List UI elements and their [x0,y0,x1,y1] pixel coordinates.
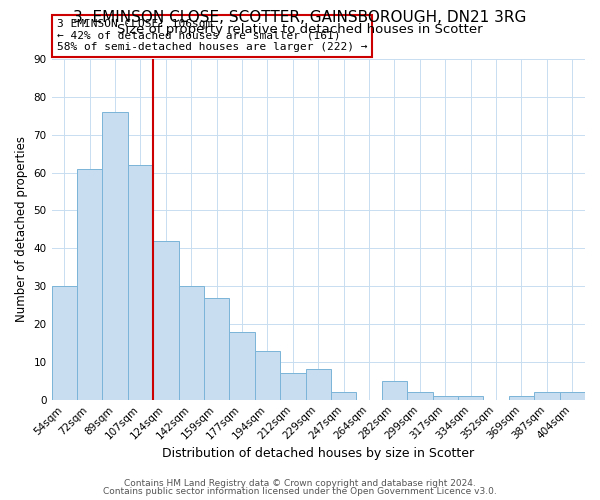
Bar [52,286,77,400]
Text: 3, EMINSON CLOSE, SCOTTER, GAINSBOROUGH, DN21 3RG: 3, EMINSON CLOSE, SCOTTER, GAINSBOROUGH,… [73,10,527,25]
Bar [77,169,103,400]
Bar [255,350,280,400]
Bar [331,392,356,400]
Bar [179,286,204,400]
Bar [229,332,255,400]
Bar [509,396,534,400]
Bar [534,392,560,400]
Y-axis label: Number of detached properties: Number of detached properties [15,136,28,322]
Text: Contains HM Land Registry data © Crown copyright and database right 2024.: Contains HM Land Registry data © Crown c… [124,478,476,488]
Bar [560,392,585,400]
Bar [305,370,331,400]
Bar [153,240,179,400]
X-axis label: Distribution of detached houses by size in Scotter: Distribution of detached houses by size … [162,447,475,460]
Bar [433,396,458,400]
Text: 3 EMINSON CLOSE: 106sqm
← 42% of detached houses are smaller (161)
58% of semi-d: 3 EMINSON CLOSE: 106sqm ← 42% of detache… [57,19,367,52]
Bar [103,112,128,400]
Bar [407,392,433,400]
Text: Contains public sector information licensed under the Open Government Licence v3: Contains public sector information licen… [103,487,497,496]
Bar [280,373,305,400]
Bar [204,298,229,400]
Bar [382,381,407,400]
Bar [128,165,153,400]
Bar [458,396,484,400]
Text: Size of property relative to detached houses in Scotter: Size of property relative to detached ho… [117,22,483,36]
